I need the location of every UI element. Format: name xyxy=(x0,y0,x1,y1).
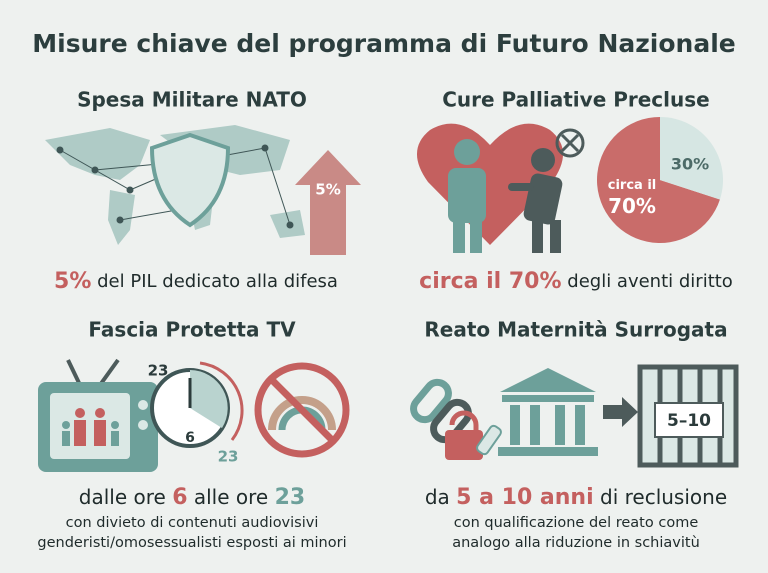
panel-title: Fascia Protetta TV xyxy=(88,318,296,342)
page-title: Misure chiave del programma di Futuro Na… xyxy=(32,29,735,58)
pie-label: circa il 70% xyxy=(608,178,657,218)
heart xyxy=(416,123,564,245)
chain xyxy=(410,378,472,444)
cross-icon xyxy=(555,128,585,158)
caption-line: con qualificazione del reato come xyxy=(454,515,699,531)
caption-highlight: circa il 70% xyxy=(419,269,561,294)
pie-slice xyxy=(597,117,720,243)
badge: 5–10 xyxy=(667,411,711,431)
bottle xyxy=(476,424,502,456)
shield xyxy=(149,132,231,228)
clock-sector xyxy=(190,370,228,428)
court-building xyxy=(498,368,598,456)
caption-text: dalle ore xyxy=(79,485,172,509)
arrow xyxy=(603,397,638,427)
jail xyxy=(637,364,739,468)
caption-highlight: 6 xyxy=(172,485,187,510)
caption-line: genderisti/omosessualisti esposti ai min… xyxy=(37,535,346,551)
badge: 5% xyxy=(315,181,340,199)
caption-text: del PIL dedicato alla difesa xyxy=(91,271,338,292)
prohibited-icon xyxy=(254,362,350,458)
person xyxy=(448,139,486,253)
clock-label: 6 xyxy=(185,430,195,446)
pie xyxy=(597,117,723,243)
caption: 5% del PIL dedicato alla difesa xyxy=(54,269,338,294)
panel-title: Reato Maternità Surrogata xyxy=(424,318,727,342)
caption-text: di reclusione xyxy=(594,485,727,509)
person-turned-away xyxy=(508,148,563,253)
arrow xyxy=(295,150,361,255)
clock-label: 23 xyxy=(148,362,169,380)
panel-title: Spesa Militare NATO xyxy=(77,88,307,112)
caption: dalle ore 6 alle ore 23 xyxy=(79,485,305,511)
caption-text: da xyxy=(425,485,456,509)
caption-highlight: 5 a 10 anni xyxy=(456,485,593,510)
pie-slice xyxy=(660,117,723,200)
pie-label: 30% xyxy=(671,155,709,174)
tv xyxy=(38,358,158,472)
caption-text: degli aventi diritto xyxy=(562,271,733,292)
caption-highlight: 5% xyxy=(54,269,91,294)
caption: da 5 a 10 anni di reclusione xyxy=(425,485,727,511)
caption-highlight: 23 xyxy=(275,485,306,510)
caption-text: alle ore xyxy=(188,485,275,509)
caption-line: con divieto di contenuti audiovisivi xyxy=(66,515,319,531)
clock-arrow xyxy=(199,361,244,441)
caption: circa il 70% degli aventi diritto xyxy=(419,269,733,294)
clock-label: 23 xyxy=(218,448,239,466)
panel-title: Cure Palliative Precluse xyxy=(442,88,709,112)
lock xyxy=(445,410,483,460)
caption-line: analogo alla riduzione in schiavitù xyxy=(452,535,700,551)
